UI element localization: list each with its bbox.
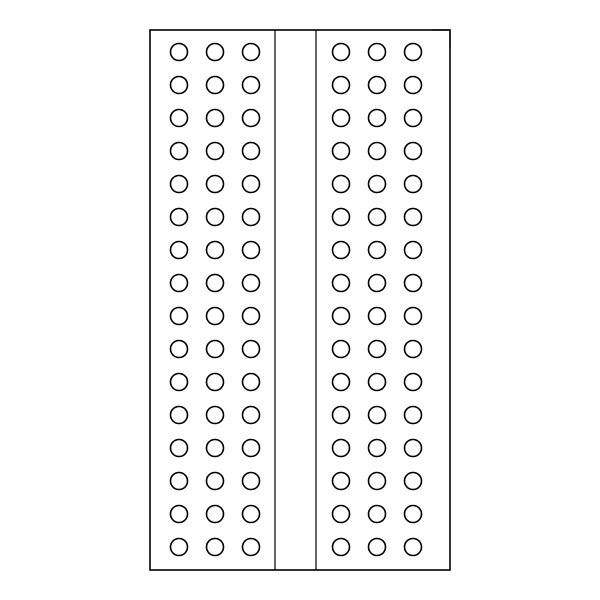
perforation-hole: [207, 110, 224, 127]
perforation-hole: [243, 77, 260, 94]
corner-flag-icon: [432, 30, 450, 48]
perforation-hole: [405, 473, 422, 490]
perforation-hole: [405, 77, 422, 94]
perforation-hole: [243, 110, 260, 127]
perforation-hole: [207, 407, 224, 424]
perforation-hole: [207, 341, 224, 358]
perforation-hole: [369, 77, 386, 94]
perforation-hole: [369, 506, 386, 523]
perforation-hole: [207, 77, 224, 94]
perforation-hole: [369, 440, 386, 457]
perforation-hole: [243, 440, 260, 457]
perforation-hole: [333, 209, 350, 226]
perforation-hole: [171, 176, 188, 193]
perforation-hole: [171, 242, 188, 259]
perforation-hole: [207, 242, 224, 259]
perforation-hole: [171, 407, 188, 424]
perforation-hole: [171, 209, 188, 226]
perforation-hole: [405, 308, 422, 325]
perforation-hole: [369, 407, 386, 424]
perforation-hole: [171, 308, 188, 325]
perforation-hole: [333, 242, 350, 259]
perforation-hole: [369, 143, 386, 160]
perforation-hole: [405, 242, 422, 259]
perforation-hole: [405, 176, 422, 193]
perforation-hole: [405, 44, 422, 61]
perforation-hole: [207, 44, 224, 61]
perforation-hole: [171, 44, 188, 61]
perforation-hole: [333, 473, 350, 490]
perforation-hole: [207, 176, 224, 193]
perforation-hole: [171, 506, 188, 523]
perforation-hole: [369, 374, 386, 391]
perforated-panel-diagram: [0, 0, 600, 600]
outer-frame: [150, 30, 450, 570]
perforation-hole: [405, 341, 422, 358]
perforation-hole: [243, 209, 260, 226]
perforation-hole: [243, 275, 260, 292]
perforation-hole: [333, 539, 350, 556]
perforation-hole: [405, 110, 422, 127]
perforation-hole: [243, 176, 260, 193]
perforation-hole: [369, 308, 386, 325]
perforation-hole: [333, 275, 350, 292]
perforation-hole: [405, 374, 422, 391]
perforation-hole: [405, 506, 422, 523]
perforation-hole: [207, 473, 224, 490]
perforation-hole: [243, 44, 260, 61]
perforation-hole: [369, 473, 386, 490]
perforation-hole: [369, 242, 386, 259]
perforation-hole: [207, 374, 224, 391]
perforation-hole: [207, 539, 224, 556]
perforation-hole: [405, 209, 422, 226]
perforation-hole: [171, 341, 188, 358]
perforation-hole: [333, 407, 350, 424]
perforation-hole: [405, 407, 422, 424]
perforation-hole: [207, 275, 224, 292]
perforation-hole: [333, 506, 350, 523]
perforation-hole: [369, 341, 386, 358]
perforation-hole: [243, 506, 260, 523]
perforation-hole: [369, 110, 386, 127]
perforation-hole: [369, 539, 386, 556]
perforation-hole: [333, 176, 350, 193]
perforation-hole: [243, 242, 260, 259]
perforation-hole: [207, 506, 224, 523]
perforation-hole: [369, 176, 386, 193]
perforation-hole: [243, 539, 260, 556]
perforation-hole: [207, 209, 224, 226]
perforation-hole: [405, 275, 422, 292]
perforation-hole: [243, 341, 260, 358]
perforation-hole: [171, 143, 188, 160]
perforation-hole: [405, 539, 422, 556]
perforation-hole: [333, 308, 350, 325]
perforation-hole: [171, 77, 188, 94]
perforation-hole: [333, 143, 350, 160]
perforation-hole: [207, 143, 224, 160]
perforation-hole: [333, 341, 350, 358]
perforation-hole: [207, 308, 224, 325]
perforation-hole: [333, 374, 350, 391]
perforation-hole: [369, 209, 386, 226]
perforation-hole: [243, 473, 260, 490]
perforation-hole: [333, 440, 350, 457]
perforation-hole: [171, 275, 188, 292]
perforation-hole: [405, 143, 422, 160]
perforation-hole: [369, 44, 386, 61]
perforation-hole: [171, 539, 188, 556]
perforation-hole: [171, 374, 188, 391]
perforation-hole: [333, 110, 350, 127]
perforation-hole: [171, 110, 188, 127]
perforation-hole: [171, 440, 188, 457]
perforation-hole: [243, 143, 260, 160]
perforation-hole: [243, 308, 260, 325]
perforation-hole: [243, 407, 260, 424]
perforation-hole: [405, 440, 422, 457]
perforation-hole: [333, 77, 350, 94]
perforation-hole: [369, 275, 386, 292]
perforation-hole: [207, 440, 224, 457]
perforation-hole: [243, 374, 260, 391]
perforation-hole: [171, 473, 188, 490]
perforation-hole: [333, 44, 350, 61]
